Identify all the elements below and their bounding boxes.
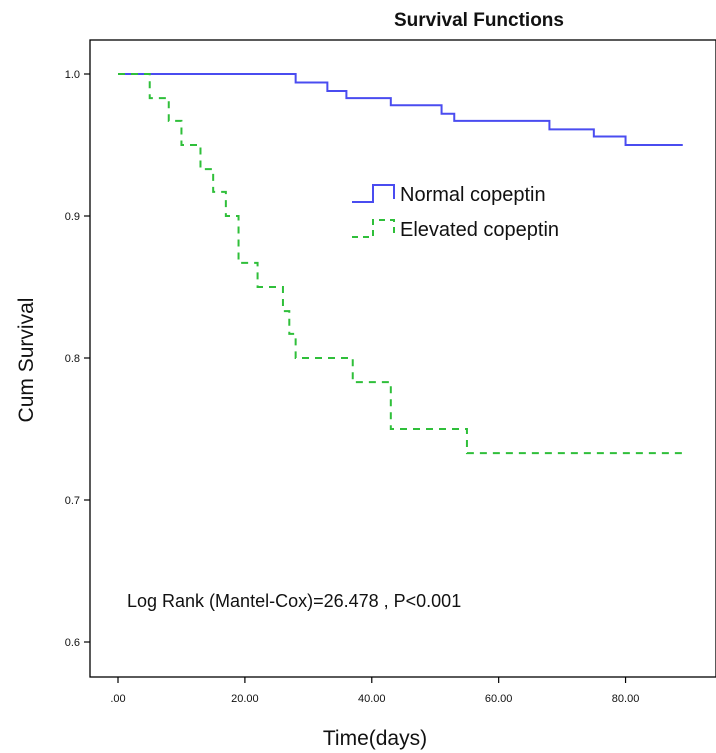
x-tick-label: 80.00: [612, 693, 640, 705]
x-axis-label: Time(days): [323, 727, 427, 750]
series-layer: [118, 73, 683, 455]
y-axis-label: Cum Survival: [15, 298, 38, 423]
chart-title: Survival Functions: [394, 10, 564, 31]
legend: Normal copeptin Elevated copeptin: [352, 184, 559, 241]
x-tick-label: .00: [110, 693, 125, 705]
log-rank-annotation: Log Rank (Mantel-Cox)=26.478 , P<0.001: [127, 591, 461, 611]
x-tick-label: 60.00: [485, 693, 513, 705]
series-line-normal-copeptin: [118, 73, 683, 146]
y-tick-label: 0.9: [65, 211, 80, 223]
y-tick-label: 0.8: [65, 353, 80, 365]
y-axis: 0.6 0.7 0.8 0.9 1.0: [65, 69, 90, 649]
legend-swatch: [352, 184, 395, 203]
y-tick-label: 1.0: [65, 69, 80, 81]
y-tick-label: 0.7: [65, 495, 80, 507]
x-tick-label: 40.00: [358, 693, 386, 705]
x-tick-label: 20.00: [231, 693, 259, 705]
series-line-elevated-copeptin: [118, 73, 683, 455]
legend-label: Elevated copeptin: [400, 219, 559, 241]
legend-swatch: [352, 219, 395, 238]
y-tick-label: 0.6: [65, 637, 80, 649]
legend-label: Normal copeptin: [400, 184, 546, 206]
x-axis: .00 20.00 40.00 60.00 80.00: [110, 677, 639, 705]
